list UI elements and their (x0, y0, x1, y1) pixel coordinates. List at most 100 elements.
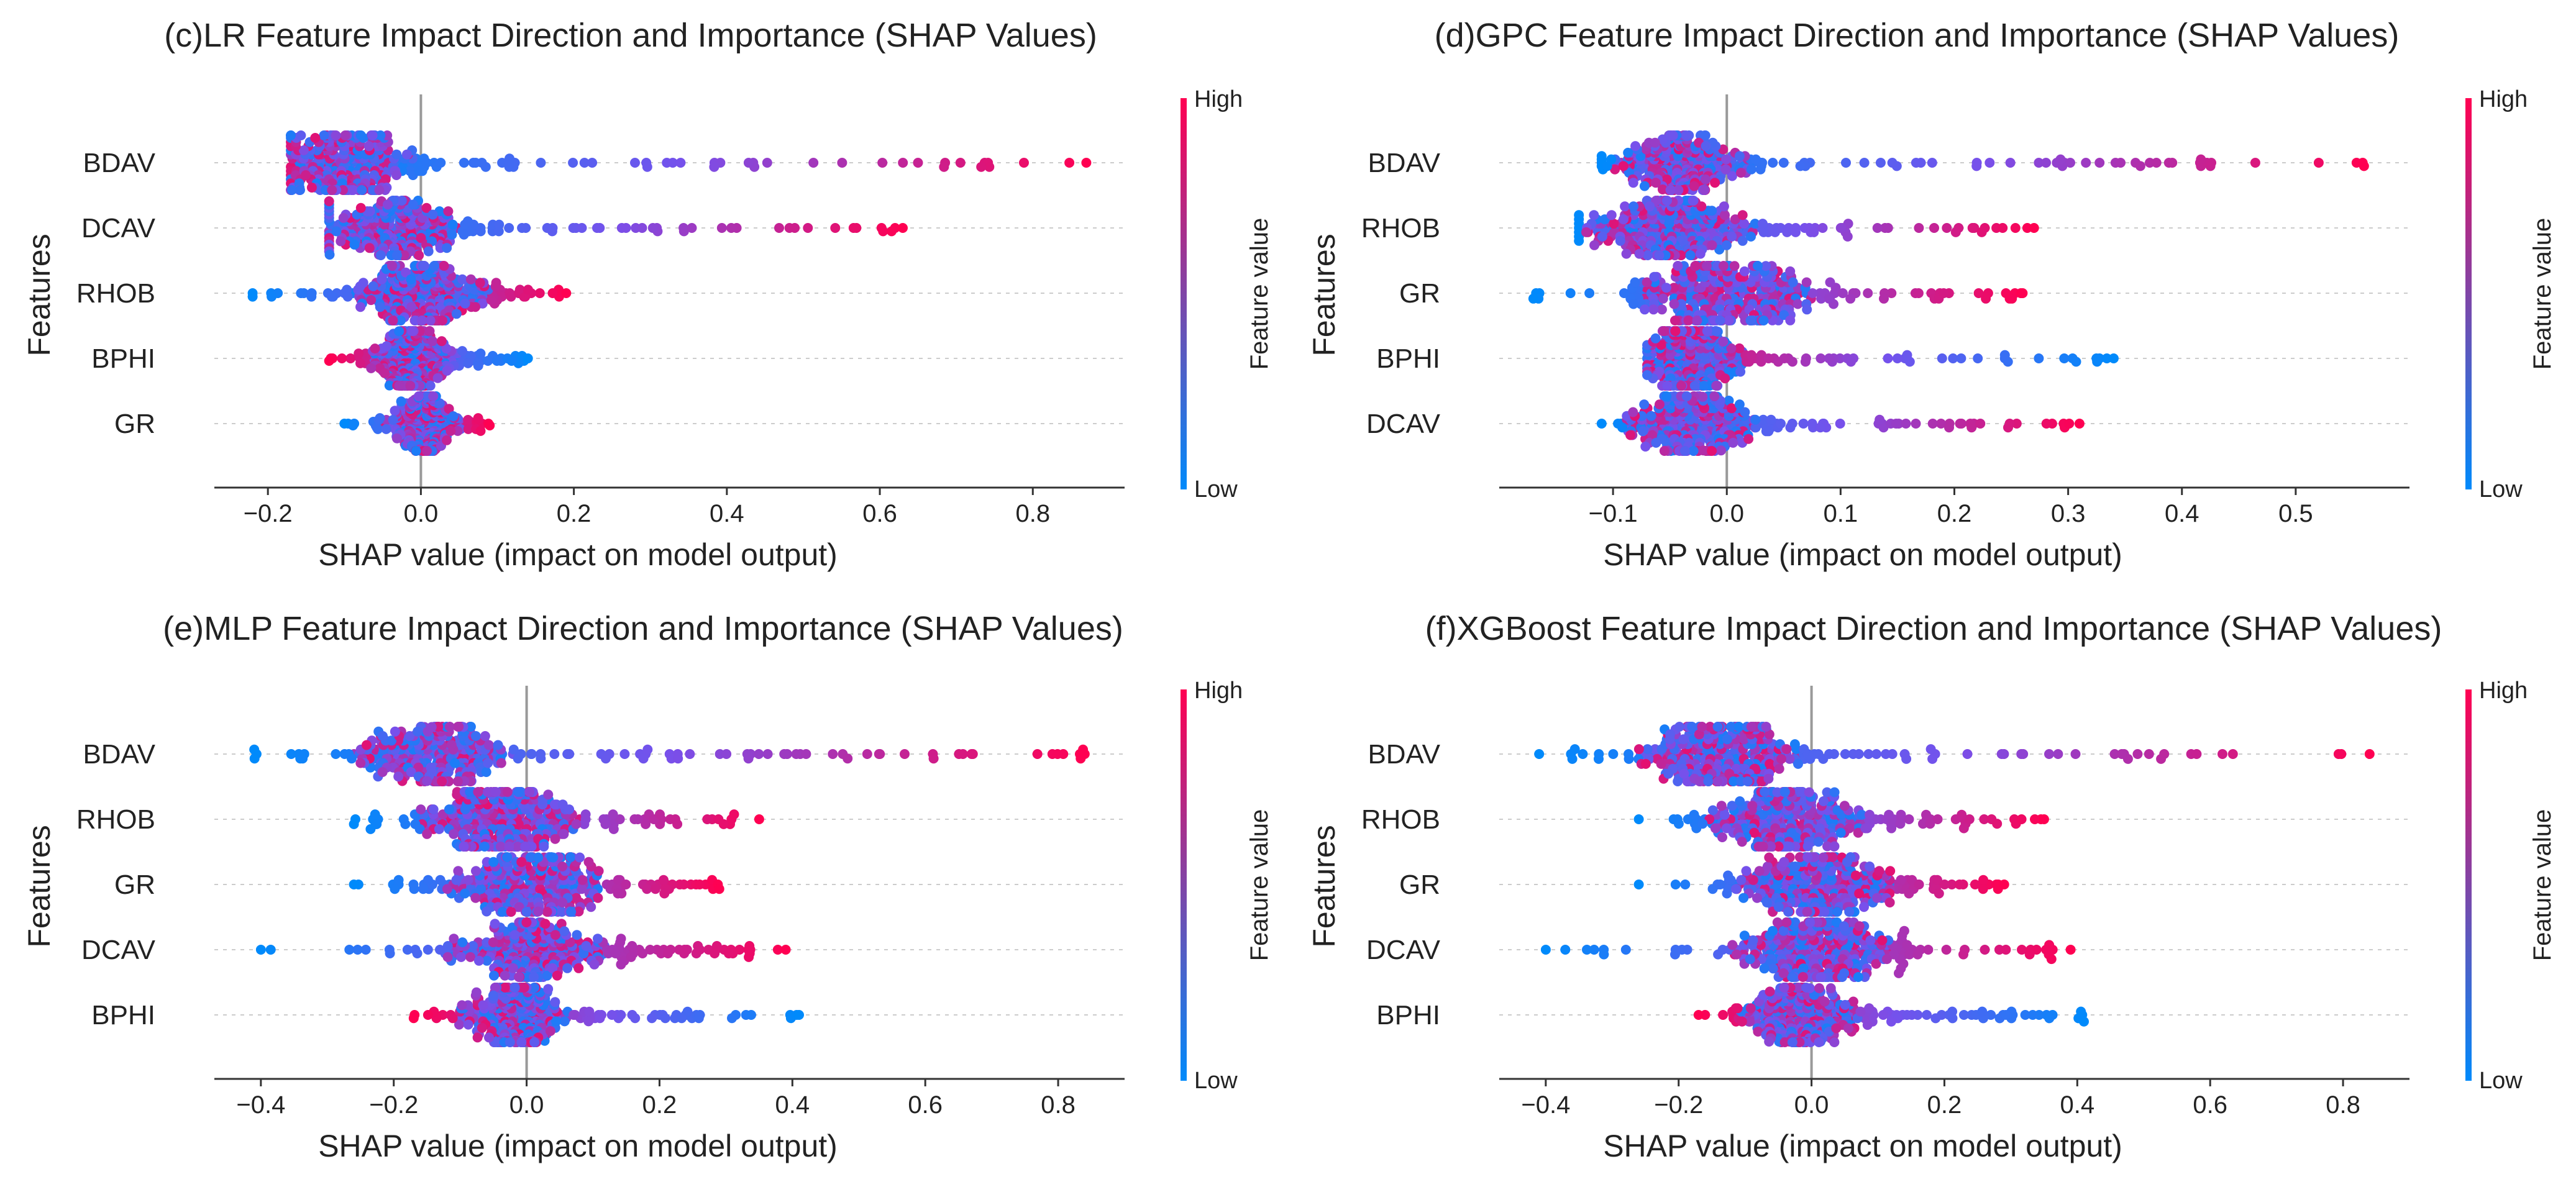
shap-point (627, 941, 637, 951)
colorbar-low-label: Low (2479, 476, 2523, 502)
shap-point (355, 202, 366, 213)
panel-e: (e)MLP Feature Impact Direction and Impo… (22, 610, 1273, 1163)
x-tick-label: 0.5 (2278, 500, 2313, 527)
shap-point (1718, 337, 1729, 347)
shap-point (1688, 446, 1699, 456)
shap-point (488, 937, 498, 948)
shap-point (1785, 315, 1796, 325)
shap-point (421, 202, 432, 213)
shap-point (1802, 304, 1812, 315)
shap-point (743, 753, 754, 764)
shap-point (475, 278, 485, 288)
feature-label: BDAV (1368, 148, 1440, 178)
panel-title: (d)GPC Feature Impact Direction and Impo… (1435, 17, 2400, 54)
shap-point (490, 787, 501, 797)
shap-point (1606, 154, 1617, 165)
shap-point (348, 421, 359, 430)
shap-point (754, 814, 764, 824)
shap-point (874, 749, 884, 759)
feature-label: GR (1399, 278, 1440, 309)
x-axis-label: SHAP value (impact on model output) (1603, 537, 2122, 572)
shap-point (1654, 250, 1665, 260)
shap-point (862, 749, 872, 759)
shap-point (1825, 277, 1835, 288)
shap-point (608, 809, 618, 820)
shap-point (616, 959, 626, 970)
shap-point (637, 223, 647, 233)
shap-point (573, 963, 584, 973)
shap-point (1053, 749, 1063, 759)
shap-point (423, 246, 434, 257)
shap-point (446, 740, 457, 750)
panel-c: (c)LR Feature Impact Direction and Impor… (22, 17, 1273, 572)
y-axis-label: Features (1307, 234, 1341, 356)
shap-point (780, 945, 791, 955)
shap-point (513, 753, 523, 764)
shap-point (355, 302, 366, 312)
shap-point (1619, 288, 1629, 298)
shap-point (659, 888, 670, 899)
shap-point (520, 842, 531, 852)
shap-point (543, 789, 554, 800)
shap-point (1719, 201, 1729, 212)
shap-point (1846, 357, 1856, 367)
shap-point (655, 809, 665, 820)
shap-point (437, 776, 447, 786)
shap-point (416, 233, 426, 243)
shap-point (898, 158, 908, 168)
shap-point (508, 744, 519, 755)
shap-point (1646, 411, 1656, 421)
shap-point (966, 749, 977, 759)
shap-point (523, 353, 533, 363)
shap-point (1753, 261, 1763, 271)
shap-point (500, 970, 510, 981)
shap-point (1707, 446, 1717, 456)
shap-point (564, 749, 575, 759)
shap-point (2034, 353, 2044, 363)
shap-point (601, 753, 611, 764)
shap-point (406, 302, 417, 312)
shap-point (575, 852, 585, 863)
shap-point (523, 284, 533, 295)
shap-point (396, 396, 406, 407)
shap-point (1800, 357, 1811, 367)
shap-point (267, 291, 277, 302)
shap-point (1841, 158, 1851, 168)
shap-point (695, 880, 705, 889)
colorbar-high-label: High (2479, 86, 2528, 112)
shap-point (1778, 158, 1789, 168)
shap-point (877, 158, 888, 168)
shap-point (1589, 240, 1600, 250)
shap-point (502, 787, 513, 797)
shap-point (449, 934, 459, 944)
feature-label: DCAV (81, 935, 156, 965)
shap-point (390, 406, 400, 416)
shap-point (378, 731, 388, 741)
shap-point (1927, 419, 1938, 429)
shap-point (1892, 353, 1902, 363)
shap-point (1911, 419, 1921, 429)
shap-point (514, 972, 524, 982)
shap-point (444, 722, 455, 732)
shap-point (459, 158, 469, 168)
shap-point (1701, 141, 1711, 152)
shap-point (539, 842, 549, 852)
shap-point (577, 875, 588, 885)
shap-point (1719, 261, 1729, 271)
shap-point (424, 326, 435, 336)
shap-point (456, 952, 467, 962)
shap-point (955, 158, 966, 168)
shap-point (428, 804, 439, 815)
shap-point (442, 243, 452, 253)
shap-point (2041, 158, 2051, 168)
shap-point (626, 952, 636, 962)
shap-point (442, 952, 453, 962)
shap-point (1736, 168, 1746, 178)
shap-point (592, 223, 602, 233)
shap-point (1913, 288, 1924, 298)
shap-point (1628, 178, 1638, 188)
shap-point (286, 185, 297, 195)
shap-point (488, 857, 499, 867)
